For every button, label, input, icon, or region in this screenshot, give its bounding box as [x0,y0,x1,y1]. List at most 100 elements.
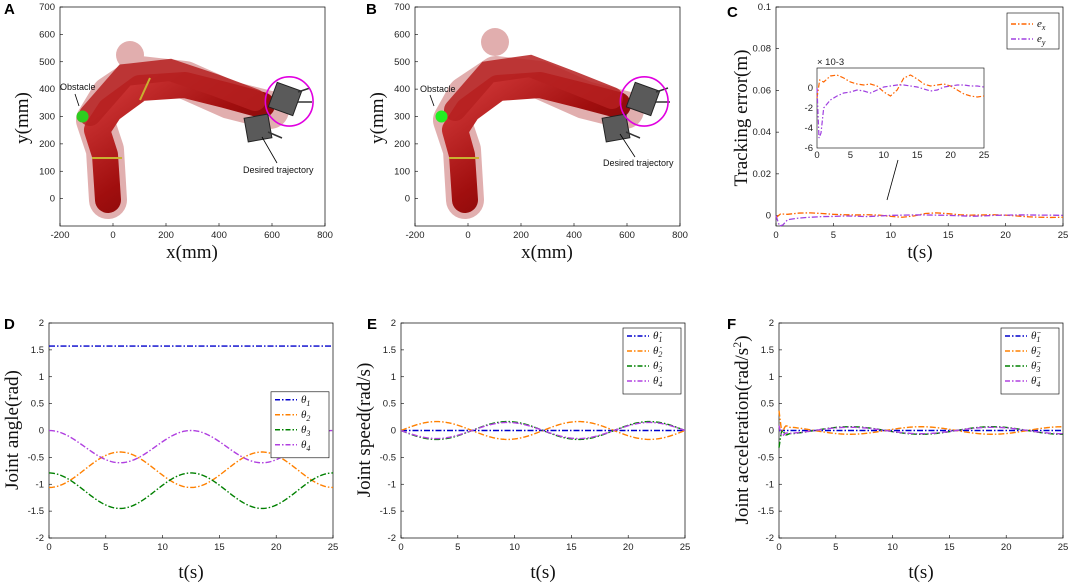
y-tick-label: 0 [39,426,44,437]
y-axis-label-f-end: ) [732,335,753,341]
x-tick-label: 800 [317,230,333,241]
obstacle-arrow-b [429,94,435,107]
inset-arrow-c [886,159,899,201]
y-tick-label: -1.5 [380,506,396,517]
inset-x-tick-label: 20 [945,150,956,161]
y-axis-label-f-main: Joint acceleration(rad/s [732,348,753,525]
y-tick-label: 400 [39,84,55,95]
legend-e: θ̇1θ̇2θ̇3θ̇4 [622,327,682,395]
x-tick-label: 25 [328,542,339,553]
x-tick-label: 5 [833,542,838,553]
legend-entry-2: θ̇2 [653,345,662,359]
y-tick-label: 0.06 [753,85,772,96]
y-tick-label: 200 [39,139,55,150]
y-tick-label: 300 [394,112,410,123]
trajectory-label-a: Desired trajectory [243,165,314,175]
legend-box [1006,12,1060,50]
legend-subscript: 3 [1035,365,1040,374]
obstacle-arrow-a [74,93,80,107]
panel-label-d: D [4,316,15,333]
legend-entry-4: θ̇4 [653,375,662,389]
legend-subscript: 1 [658,335,662,344]
legend-subscript: 4 [658,380,662,389]
legend-symbol: e [1037,18,1042,30]
obstacle-marker-b [435,110,448,123]
series-lines-f [778,410,1064,448]
y-tick-label: 200 [394,139,410,150]
x-tick-label: 10 [887,542,898,553]
y-tick-label: 1.5 [31,345,44,356]
legend-subscript: 2 [306,414,310,423]
inset-x-tick-label: 25 [979,150,990,161]
x-tick-label: 0 [46,542,51,553]
x-tick-label: -200 [50,230,69,241]
y-tick-label: -2 [388,533,396,544]
legend-subscript: x [1041,23,1046,32]
y-axis-label-c: Tracking error(m) [731,49,752,186]
axes-a: -200 0 200 400 600 800 0 100 200 300 400 500 600 700 [39,2,333,241]
x-axis-label-c: t(s) [907,242,932,263]
y-tick-label: 500 [394,57,410,68]
panel-label-e: E [367,316,377,333]
series-line-x [775,212,1064,219]
y-tick-label: 2 [391,318,396,329]
legend-symbol: θ̈ [1031,330,1041,342]
legend-entry-2: θ2 [301,409,310,423]
x-axis-label-a: x(mm) [166,242,218,263]
legend-symbol: θ [301,394,307,406]
legend-subscript: 4 [306,444,310,453]
y-axis-label-e: Joint speed(rad/s) [354,363,375,498]
x-tick-label: 0 [465,230,470,241]
axes-b: -200 0 200 400 600 800 0 100 200 300 400 500 600 700 [394,2,688,241]
legend-subscript: 2 [658,350,662,359]
y-axis-label-f: Joint acceleration(rad/s2) [730,335,753,524]
legend-subscript: 2 [1036,350,1040,359]
x-tick-label: 10 [886,230,897,241]
x-tick-label: 25 [1058,230,1069,241]
legend-symbol: θ̇ [653,360,662,372]
panel-d: D 0 5 10 15 20 25-2-1.5-1-0.500.511.52 θ1θ2θ3… [2,316,338,583]
x-tick-label: 0 [110,230,115,241]
y-tick-label: 0.5 [31,399,44,410]
x-tick-label: 20 [271,542,282,553]
x-tick-label: 400 [566,230,582,241]
legend-subscript: 1 [306,399,310,408]
legend-entry-y: ey [1037,33,1046,47]
y-tick-label: 1 [769,372,774,383]
x-tick-label: 10 [509,542,520,553]
y-tick-label: -1 [766,479,774,490]
legend-entry-1: θ̇1 [653,330,662,344]
inset-x-tick-label: 5 [848,150,853,161]
series-line-y [775,214,1064,227]
obstacle-marker-a [76,110,89,123]
legend-symbol: θ̇ [653,375,662,387]
y-tick-label: -2 [766,533,774,544]
inset-x-tick-label: 10 [879,150,890,161]
y-tick-label: 0 [50,194,55,205]
series-line-4 [778,425,1064,437]
y-tick-label: 0.02 [753,169,772,180]
y-axis-label-d: Joint angle(rad) [2,370,23,490]
y-tick-label: 300 [39,112,55,123]
inset-plot-c: 0 5 10 15 20 25 -6 -4 -2 0 × 10-3 [805,57,990,161]
axes-e: 0 5 10 15 20 25 -2 -1.5 -1 -0.5 0 0.5 1 1.5 2 [380,318,691,553]
y-tick-label: 0.04 [753,127,772,138]
y-tick-label: 600 [394,29,410,40]
x-axis-label-f: t(s) [908,562,933,583]
x-tick-label: 0 [773,230,778,241]
x-tick-label: 10 [157,542,168,553]
x-tick-label: 5 [455,542,460,553]
y-tick-label: 400 [394,84,410,95]
legend-box [622,327,682,395]
plot-frame-c [775,6,1064,227]
x-tick-label: 25 [680,542,691,553]
obstacle-ball [435,110,448,123]
series-line-4 [400,421,686,440]
legend-symbol: θ [301,409,307,421]
x-axis-label-b: x(mm) [521,242,573,263]
legend-entry-x: ex [1037,18,1046,32]
legend-f: θ̈1θ̈2θ̈3θ̈4 [1000,327,1060,395]
